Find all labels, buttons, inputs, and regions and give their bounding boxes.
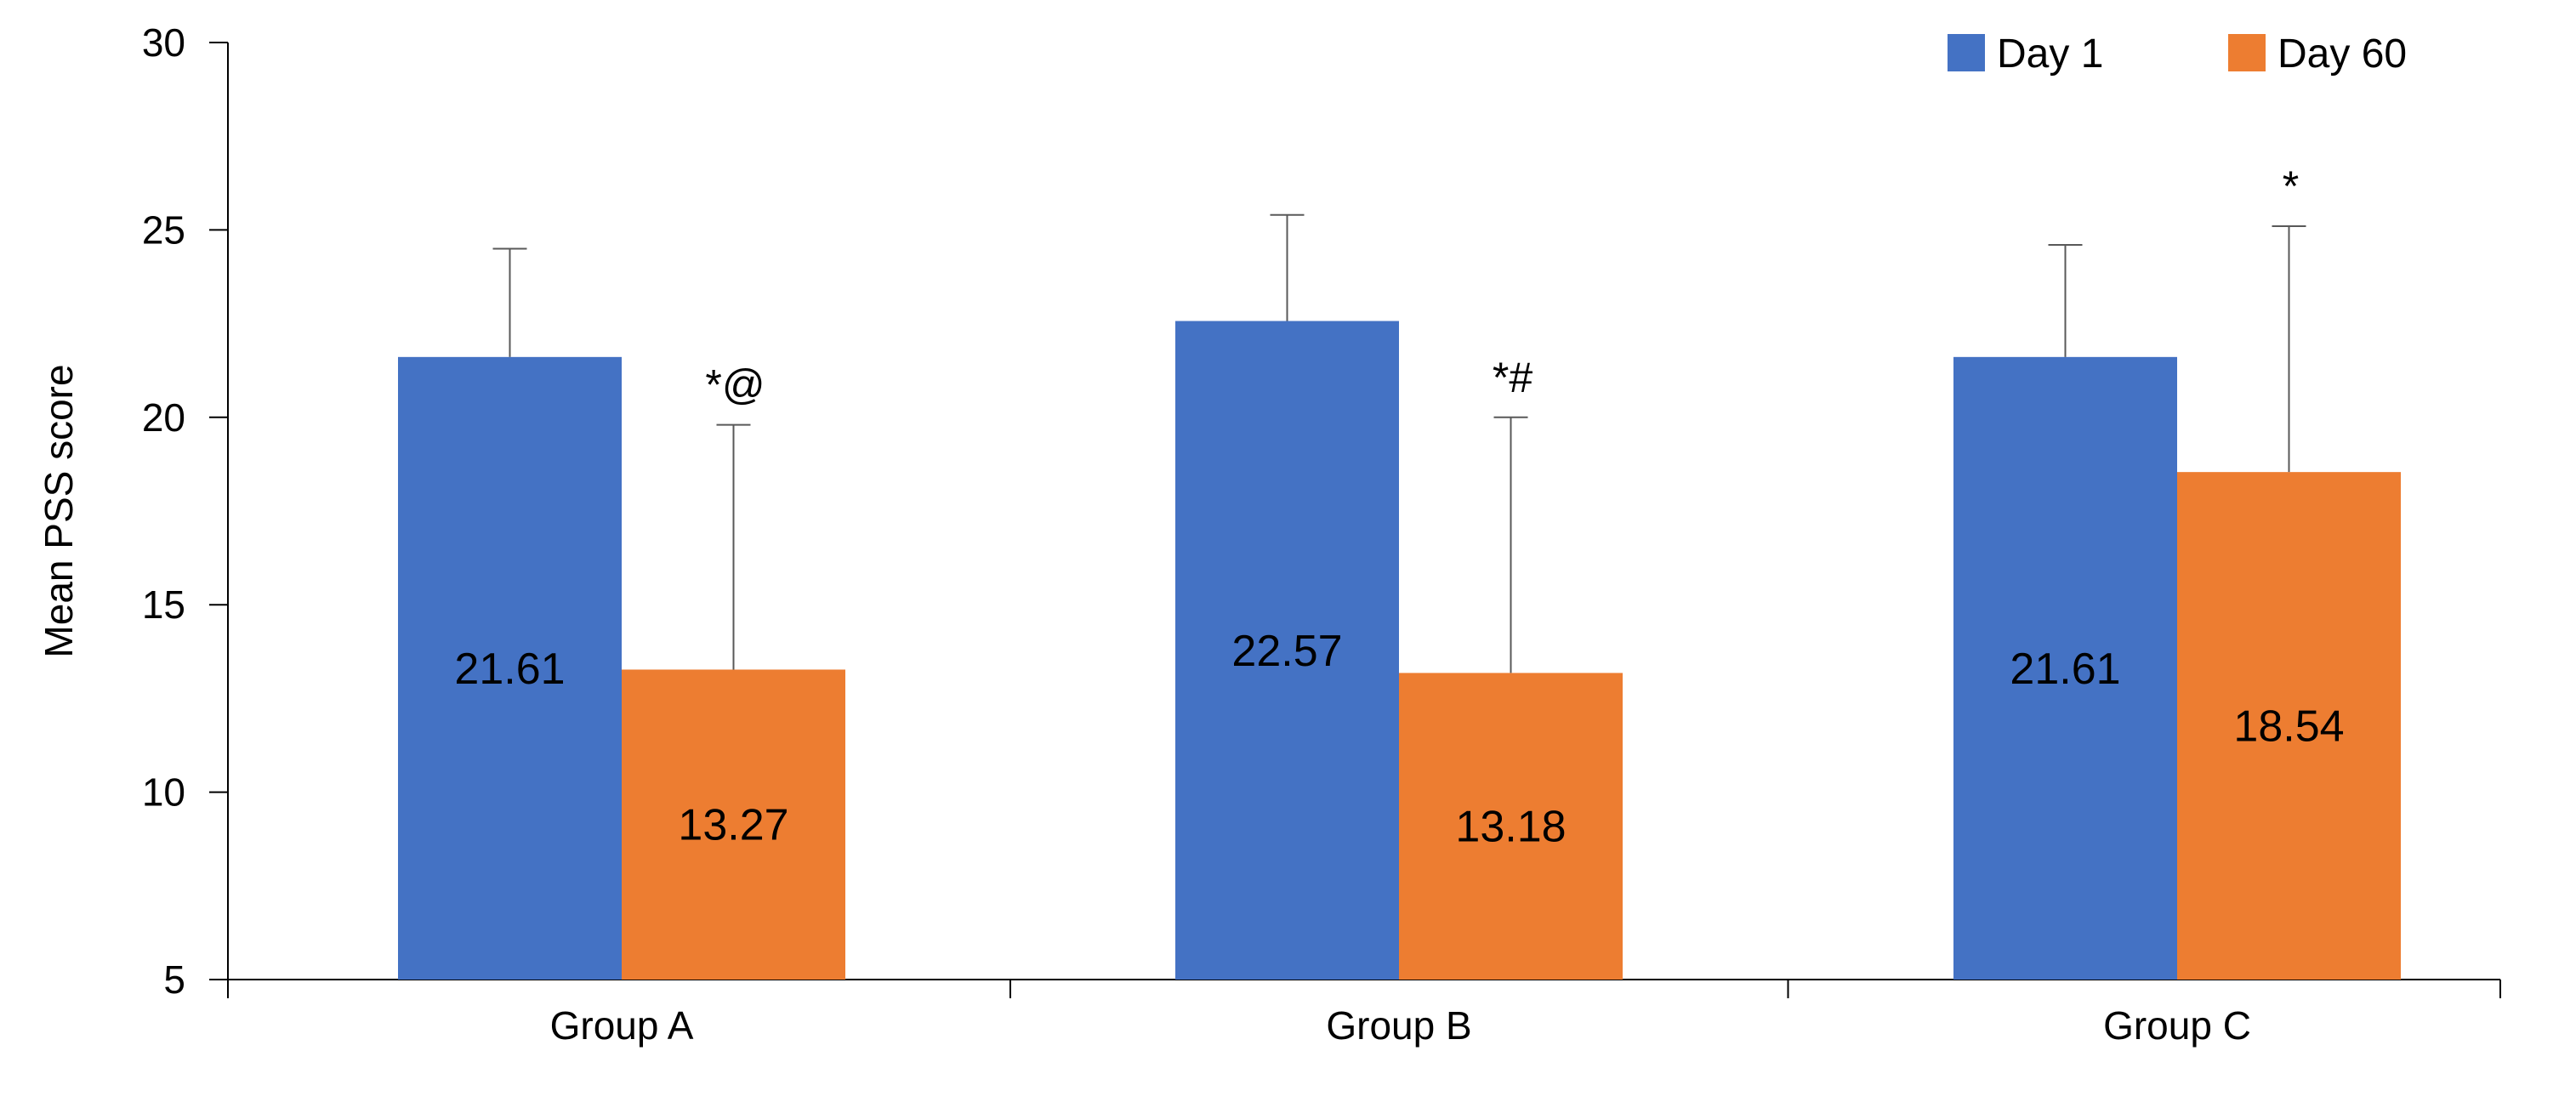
y-tick-label: 30 <box>142 20 185 65</box>
data-label: 18.54 <box>2233 702 2344 752</box>
y-tick-label: 5 <box>163 957 185 1002</box>
data-label: 21.61 <box>2010 645 2120 694</box>
data-label: 13.18 <box>1455 803 1566 852</box>
bar-day-60-group-a <box>622 669 845 980</box>
y-tick-label: 25 <box>142 207 185 252</box>
data-label: 22.57 <box>1231 627 1342 676</box>
bar-day-1-group-c <box>1953 356 2177 980</box>
legend-item: Day 1 <box>1948 31 2103 77</box>
bar-day-1-group-b <box>1175 321 1399 980</box>
bar-day-60-group-b <box>1399 673 1623 980</box>
legend-label: Day 1 <box>1997 31 2103 77</box>
x-category-label: Group B <box>1326 1003 1471 1048</box>
data-label: 21.61 <box>454 645 565 694</box>
data-label: 13.27 <box>678 801 788 850</box>
bar-day-60-group-c <box>2177 472 2401 980</box>
bar-day-1-group-a <box>398 356 622 980</box>
significance-annotation: *@ <box>705 361 765 409</box>
legend-label: Day 60 <box>2277 31 2407 77</box>
x-category-label: Group A <box>550 1003 694 1048</box>
legend-swatch <box>2228 34 2266 71</box>
legend-item: Day 60 <box>2228 31 2407 77</box>
y-axis-title: Mean PSS score <box>37 364 81 657</box>
significance-annotation: *# <box>1493 354 1533 401</box>
significance-annotation: * <box>2283 162 2299 210</box>
y-tick-label: 10 <box>142 770 185 815</box>
x-category-label: Group C <box>2103 1003 2251 1048</box>
y-tick-label: 20 <box>142 395 185 440</box>
y-tick-label: 15 <box>142 582 185 627</box>
legend-swatch <box>1948 34 1985 71</box>
